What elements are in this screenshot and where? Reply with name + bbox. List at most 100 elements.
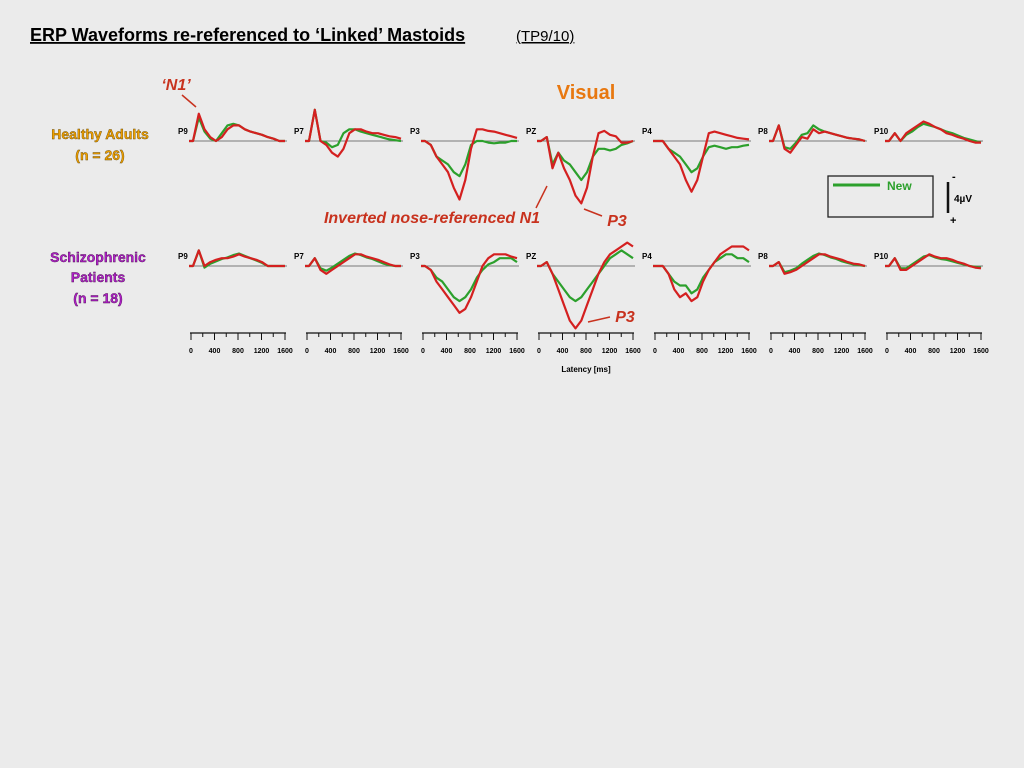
waveform-new: [421, 257, 518, 303]
panel-patients-p8: P8: [758, 252, 867, 275]
channel-label: PZ: [526, 252, 536, 261]
waveform-red: [653, 130, 750, 193]
panel-healthy-p7: P7: [294, 108, 403, 158]
waveform-red: [537, 129, 634, 205]
group-label-healthy: Healthy Adults: [51, 126, 149, 142]
panel-patients-pz: PZ: [526, 241, 635, 330]
condition-label: Visual: [557, 82, 616, 104]
x-axis: 0 400 800 1200 1600: [421, 332, 525, 355]
tick-label: 1600: [973, 348, 989, 355]
tick-label: 800: [812, 348, 824, 355]
panel-healthy-p8: P8: [758, 124, 867, 154]
slide-subtitle: (TP9/10): [516, 28, 574, 45]
group-label-patients-2: Patients: [71, 269, 126, 285]
tick-label: 1200: [254, 348, 270, 355]
x-axis: 0 400 800 1200 1600: [885, 332, 989, 355]
waveform-red: [885, 120, 981, 144]
tick-label: 400: [441, 348, 453, 355]
tick-label: 0: [421, 348, 425, 355]
tick-label: 800: [464, 348, 476, 355]
waveform-red: [421, 128, 518, 201]
tick-label: 400: [673, 348, 685, 355]
channel-label: P10: [874, 252, 889, 261]
tick-label: 0: [885, 348, 889, 355]
waveform-red: [885, 253, 982, 271]
tick-label: 1200: [950, 348, 966, 355]
channel-label: P9: [178, 127, 188, 136]
channel-label: P10: [874, 127, 889, 136]
tick-label: 400: [325, 348, 337, 355]
tick-label: 1200: [370, 348, 386, 355]
tick-label: 0: [769, 348, 773, 355]
tick-label: 1200: [486, 348, 502, 355]
group-n-healthy: (n = 26): [75, 147, 124, 163]
scale-minus: -: [952, 171, 956, 183]
panel-patients-p9: P9: [178, 249, 287, 269]
legend-label: New: [887, 179, 912, 193]
annotation-n1: ‘N1’: [161, 77, 191, 94]
tick-label: 0: [537, 348, 541, 355]
tick-label: 800: [348, 348, 360, 355]
waveform-red: [537, 241, 634, 330]
channel-label: P7: [294, 127, 304, 136]
tick-label: 400: [209, 348, 221, 355]
x-axis: 0 400 800 1200 1600: [769, 332, 873, 355]
tick-label: 1600: [509, 348, 525, 355]
channel-label: P3: [410, 252, 420, 261]
panel-healthy-p10: P10: [874, 120, 983, 144]
tick-label: 800: [232, 348, 244, 355]
panel-patients-p3: P3: [410, 252, 519, 314]
channel-label: P3: [410, 127, 420, 136]
x-axis: 0 400 800 1200 1600: [653, 332, 757, 355]
waveform-red: [769, 124, 866, 154]
group-n-patients: (n = 18): [73, 290, 122, 306]
waveform-new: [305, 108, 402, 149]
annotation-p3-top: P3: [607, 213, 627, 230]
tick-label: 400: [905, 348, 917, 355]
tick-label: 1600: [625, 348, 641, 355]
x-axis: 0 400 800 1200 1600: [305, 332, 409, 355]
annotation-inverted-n1: Inverted nose-referenced N1: [324, 210, 540, 227]
tick-label: 1200: [602, 348, 618, 355]
waveform-red: [305, 108, 402, 158]
waveform-red: [189, 249, 285, 268]
channel-label: P4: [642, 252, 652, 261]
arrow-inverted-n1: [535, 185, 548, 209]
waveform-red: [653, 245, 750, 303]
tick-label: 1600: [277, 348, 293, 355]
tick-label: 800: [928, 348, 940, 355]
channel-label: PZ: [526, 127, 536, 136]
waveform-red: [769, 253, 866, 275]
panel-patients-p4: P4: [642, 245, 751, 303]
channel-label: P8: [758, 252, 768, 261]
tick-label: 1200: [834, 348, 850, 355]
annotation-p3-bottom: P3: [615, 309, 635, 326]
tick-label: 1600: [393, 348, 409, 355]
x-axis: 0 400 800 1200 1600: [189, 332, 293, 355]
scale-bar: - 4µV +: [946, 171, 972, 227]
legend-box: [827, 175, 934, 218]
legend: New: [827, 175, 934, 218]
channel-label: P7: [294, 252, 304, 261]
panel-healthy-p4: P4: [642, 127, 751, 193]
panel-healthy-p9: P9: [178, 112, 287, 143]
tick-label: 400: [557, 348, 569, 355]
tick-label: 800: [696, 348, 708, 355]
x-axis: 0 400 800 1200 1600: [537, 332, 641, 355]
tick-label: 1200: [718, 348, 734, 355]
arrow-p3-top: [583, 208, 603, 217]
panel-healthy-pz: PZ: [526, 127, 635, 205]
channel-label: P8: [758, 127, 768, 136]
panel-healthy-p3: P3: [410, 127, 519, 201]
arrow-p3-bottom: [587, 316, 611, 323]
scale-plus: +: [950, 215, 956, 227]
channel-label: P9: [178, 252, 188, 261]
tick-label: 1600: [741, 348, 757, 355]
group-label-patients: Schizophrenic: [50, 249, 146, 265]
tick-label: 1600: [857, 348, 873, 355]
waveform-new: [537, 249, 634, 303]
waveform-red: [421, 253, 518, 314]
x-axis-label: Latency [ms]: [561, 365, 611, 374]
